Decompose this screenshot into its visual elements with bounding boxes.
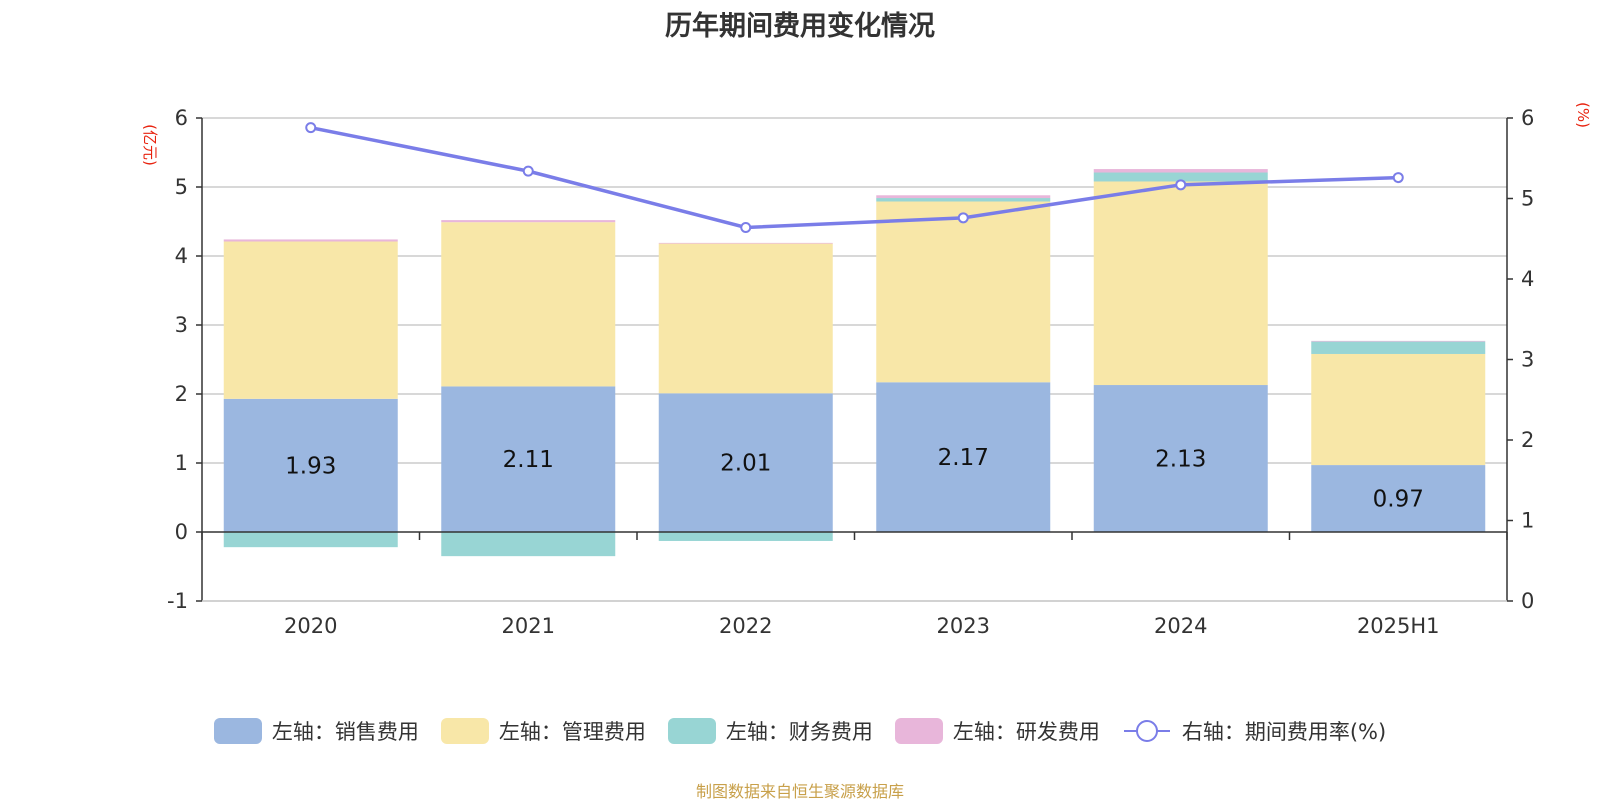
rate-point	[740, 221, 752, 233]
legend-swatch	[667, 718, 716, 744]
bar-segment	[876, 195, 1051, 199]
bar-segment	[1311, 340, 1486, 342]
bar-data-label: 2.11	[503, 447, 554, 473]
bar-segment	[658, 393, 833, 532]
legend-item[interactable]: 左轴：管理费用	[440, 716, 646, 746]
legend-label: 右轴：期间费用率(%)	[1181, 720, 1387, 744]
bar-segment	[223, 398, 398, 532]
category-label: 2020	[284, 614, 337, 638]
bar-segment	[1093, 385, 1268, 532]
left-axis-tick-label: 4	[175, 244, 188, 268]
legend: 左轴：销售费用 左轴：管理费用 左轴：财务费用 左轴：研发费用 右轴：期间费用率(%)	[0, 716, 1600, 746]
bar-segment	[1093, 172, 1268, 182]
left-axis-tick-label: 1	[175, 451, 188, 475]
legend-line-marker-icon	[1123, 720, 1170, 742]
category-label: 2024	[1154, 614, 1207, 638]
rate-point	[1175, 179, 1187, 191]
bar-segment	[441, 386, 616, 532]
right-axis-tick-label: 6	[1521, 106, 1534, 130]
bar-data-label: 2.01	[720, 451, 771, 477]
data-label-layer: 1.93 2.11 2.01 2.17 2.13 0.97	[285, 445, 1424, 512]
left-axis-tick-label: 6	[175, 106, 188, 130]
bar-segment	[223, 532, 398, 548]
right-axis-tick-label: 2	[1521, 428, 1534, 452]
legend-item[interactable]: 右轴：期间费用率(%)	[1122, 716, 1386, 746]
bar-segment	[658, 532, 833, 541]
legend-swatch	[894, 718, 943, 744]
bar-data-label: 0.97	[1373, 487, 1424, 513]
left-axis-tick-label: 5	[175, 175, 188, 199]
right-axis-tick-label: 4	[1521, 267, 1534, 291]
bar-data-label: 2.13	[1155, 447, 1206, 473]
rate-line-layer	[305, 122, 1404, 233]
legend-label: 左轴：研发费用	[952, 720, 1100, 744]
bar-segment	[1093, 169, 1268, 173]
bar-segment	[441, 220, 616, 223]
legend-label: 左轴：销售费用	[271, 720, 419, 744]
chart-title: 历年期间费用变化情况	[665, 11, 935, 42]
category-label: 2023	[937, 614, 990, 638]
bar-data-label: 1.93	[285, 453, 336, 479]
bar-segment	[223, 241, 398, 399]
left-axis-tick-label: 0	[175, 520, 188, 544]
right-axis-tick-label: 5	[1521, 187, 1534, 211]
source-note: 制图数据来自恒生聚源数据库	[695, 782, 904, 801]
bar-segment	[441, 532, 616, 557]
bar-segment	[441, 222, 616, 387]
rate-line	[310, 125, 1399, 230]
rate-point	[305, 122, 317, 134]
legend-label: 左轴：管理费用	[498, 720, 646, 744]
bar-segment	[223, 239, 398, 242]
category-label: 2022	[719, 614, 772, 638]
left-axis-tick-label: 2	[175, 382, 188, 406]
bar-segment	[658, 243, 833, 394]
bar-segment	[1311, 353, 1486, 466]
bar-segment	[1311, 465, 1486, 532]
rate-point	[1392, 172, 1404, 184]
bar-segment	[1311, 341, 1486, 354]
right-axis-unit: (%)	[1574, 102, 1592, 128]
category-label: 2021	[502, 614, 555, 638]
axis-layer: -1 0 1 2 3 4 5 6 (亿元) 0 1 2 3 4 5 6 (%) 2020 2021 2022 2023 2…	[141, 102, 1592, 638]
left-axis-tick-label: -1	[167, 589, 188, 613]
bar-layer	[223, 169, 1486, 557]
left-axis-tick-label: 3	[175, 313, 188, 337]
left-axis-unit: (亿元)	[141, 124, 159, 166]
legend-item[interactable]: 左轴：销售费用	[213, 716, 419, 746]
legend-item[interactable]: 左轴：研发费用	[894, 716, 1100, 746]
right-axis-tick-label: 0	[1521, 589, 1534, 613]
right-axis-tick-label: 1	[1521, 509, 1534, 533]
right-axis-tick-label: 3	[1521, 348, 1534, 372]
legend-swatch	[213, 718, 262, 744]
bar-data-label: 2.17	[938, 445, 989, 471]
bar-segment	[658, 242, 833, 244]
legend-item[interactable]: 左轴：财务费用	[667, 716, 873, 746]
bar-segment	[876, 198, 1051, 202]
legend-label: 左轴：财务费用	[725, 720, 873, 744]
rate-point	[522, 165, 534, 177]
category-label: 2025H1	[1357, 614, 1440, 638]
chart-canvas: -1 0 1 2 3 4 5 6 (亿元) 0 1 2 3 4 5 6 (%) 2020 2021 2022 2023 2…	[141, 102, 1592, 638]
rate-point	[957, 212, 969, 224]
bar-segment	[876, 201, 1051, 383]
bar-segment	[1093, 181, 1268, 386]
legend-swatch	[440, 718, 489, 744]
bar-segment	[876, 382, 1051, 532]
